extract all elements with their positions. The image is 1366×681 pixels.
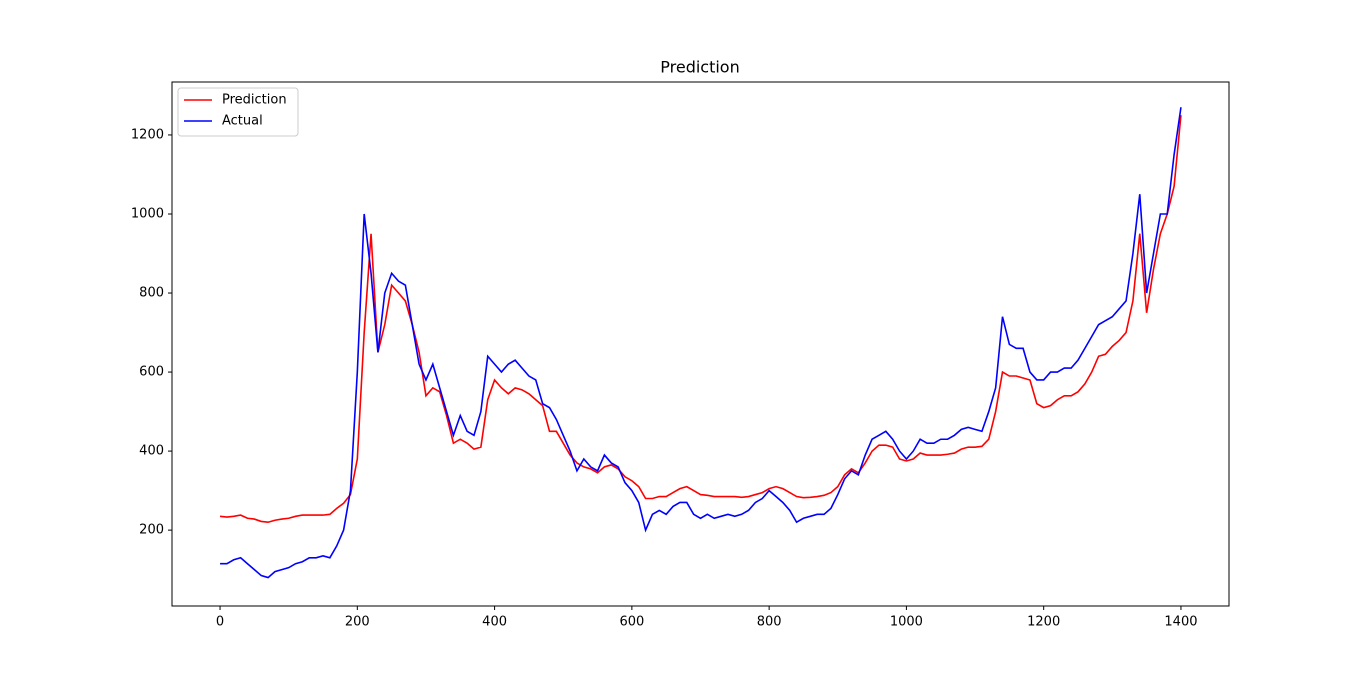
legend: Prediction Actual	[177, 87, 299, 137]
y-tick-label: 600	[139, 365, 164, 380]
legend-label: Prediction	[222, 93, 287, 108]
y-tick-label: 200	[139, 523, 164, 538]
series-line	[219, 115, 1182, 524]
x-tick-label: 400	[482, 615, 507, 630]
x-tick-label: 200	[345, 615, 370, 630]
plot-frame	[171, 81, 1230, 607]
x-tick-label: 0	[216, 615, 224, 630]
x-tick-label: 600	[619, 615, 644, 630]
y-tick-label: 1200	[131, 127, 164, 142]
x-tick-label: 800	[757, 615, 782, 630]
chart-title: Prediction	[660, 58, 739, 77]
legend-label: Actual	[222, 114, 263, 129]
y-tick-label: 1000	[131, 206, 164, 221]
series-line	[220, 107, 1182, 579]
y-tick-label: 400	[139, 444, 164, 459]
y-tick-label: 800	[139, 286, 164, 301]
x-tick-label: 1000	[890, 615, 923, 630]
x-tick-label: 1200	[1027, 615, 1060, 630]
x-tick-label: 1400	[1164, 615, 1197, 630]
